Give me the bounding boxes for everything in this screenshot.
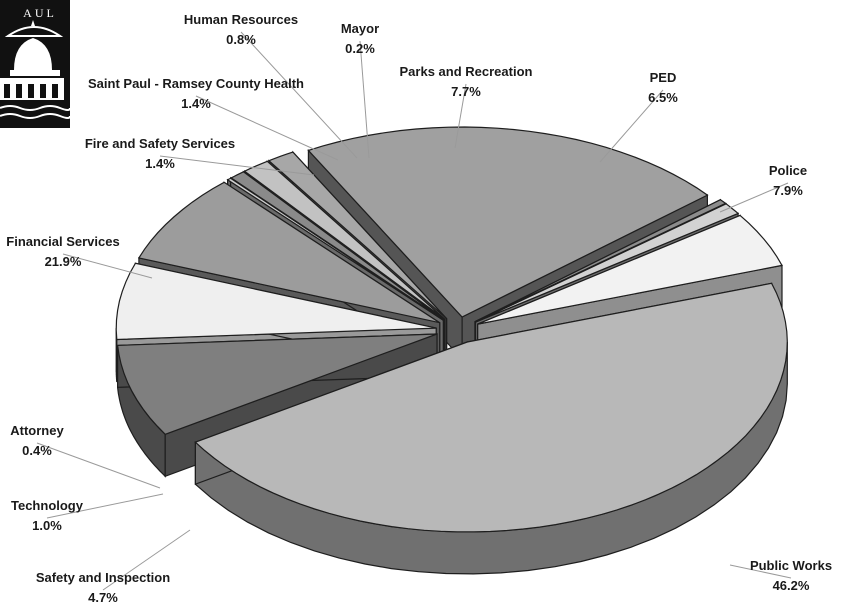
slice-value-ped: 6.5%	[648, 90, 678, 105]
slice-attorney	[474, 199, 727, 323]
slice-parks-and-recreation	[137, 181, 441, 324]
slice-value-attorney: 0.4%	[22, 443, 52, 458]
slice-value-mayor: 0.2%	[345, 41, 375, 56]
slice-financial-services	[307, 126, 709, 318]
leader-line-safety-and-inspection	[102, 529, 191, 591]
leader-line-public-works	[729, 564, 792, 579]
slice-value-technology: 1.0%	[32, 518, 62, 533]
slice-label-fire-and-safety-services: Fire and Safety Services	[85, 136, 235, 151]
leader-line-attorney	[36, 442, 161, 489]
slice-value-human-resources: 0.8%	[226, 32, 256, 47]
slice-value-fire-and-safety-services: 1.4%	[145, 156, 175, 171]
slice-label-financial-services: Financial Services	[6, 234, 119, 249]
slice-police	[116, 333, 438, 435]
slice-value-safety-and-inspection: 4.7%	[88, 590, 118, 603]
slice-label-police: Police	[769, 163, 807, 178]
leader-line-ped	[599, 89, 664, 163]
leader-line-human-resources	[240, 31, 358, 159]
slice-saint-paul-ramsey-county-health	[243, 160, 446, 320]
leader-line-fire-and-safety-services	[159, 155, 315, 176]
leader-line-mayor	[359, 40, 370, 159]
slice-ped	[115, 262, 437, 341]
slice-value-saint-paul-ramsey-county-health: 1.4%	[181, 96, 211, 111]
slice-value-financial-services: 21.9%	[45, 254, 82, 269]
leader-line-saint-paul-ramsey-county-health	[195, 95, 339, 161]
slice-mayor	[226, 177, 444, 321]
slice-label-ped: PED	[650, 70, 677, 85]
slice-technology	[475, 203, 740, 323]
slice-label-saint-paul-ramsey-county-health: Saint Paul - Ramsey County Health	[88, 76, 304, 91]
slice-label-public-works: Public Works	[750, 558, 832, 573]
slice-safety-and-inspection	[477, 214, 783, 325]
slice-label-safety-and-inspection: Safety and Inspection	[36, 570, 170, 585]
slice-fire-and-safety-services	[267, 151, 448, 320]
slice-label-mayor: Mayor	[341, 21, 379, 36]
leader-line-police	[719, 182, 789, 213]
leader-line-financial-services	[62, 253, 153, 279]
capitol-dome-icon	[0, 20, 71, 119]
logo-text: AUL	[23, 6, 57, 20]
slice-value-public-works: 46.2%	[773, 578, 810, 593]
slice-label-human-resources: Human Resources	[184, 12, 298, 27]
slice-label-technology: Technology	[11, 498, 84, 513]
leader-line-parks-and-recreation	[454, 83, 467, 149]
slice-value-police: 7.9%	[773, 183, 803, 198]
saint-paul-logo: AUL	[0, 0, 71, 128]
leader-line-technology	[46, 493, 164, 519]
slice-public-works	[194, 282, 788, 533]
slice-label-attorney: Attorney	[10, 423, 64, 438]
slice-value-parks-and-recreation: 7.7%	[451, 84, 481, 99]
slice-label-parks-and-recreation: Parks and Recreation	[400, 64, 533, 79]
